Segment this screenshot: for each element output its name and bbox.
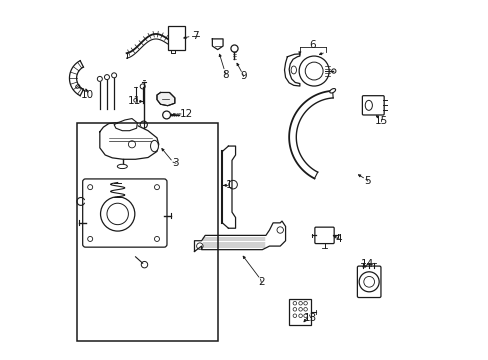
FancyBboxPatch shape	[357, 266, 380, 297]
Text: 2: 2	[258, 277, 264, 287]
Text: 7: 7	[191, 31, 198, 41]
Ellipse shape	[329, 89, 335, 93]
Bar	[288, 299, 311, 325]
Ellipse shape	[117, 164, 127, 168]
Bar	[167, 26, 184, 50]
Text: 6: 6	[308, 40, 315, 50]
Text: 8: 8	[222, 69, 229, 80]
Text: 4: 4	[335, 234, 342, 244]
Text: 3: 3	[172, 158, 179, 168]
Text: 11: 11	[127, 96, 141, 107]
Polygon shape	[157, 93, 175, 106]
Polygon shape	[100, 122, 159, 159]
Ellipse shape	[365, 100, 372, 111]
Polygon shape	[212, 39, 223, 50]
Polygon shape	[194, 221, 285, 251]
FancyBboxPatch shape	[362, 96, 384, 115]
Text: 10: 10	[81, 90, 94, 100]
FancyBboxPatch shape	[314, 227, 333, 244]
Text: 14: 14	[360, 259, 374, 269]
Text: 13: 13	[304, 312, 317, 323]
Text: 12: 12	[180, 109, 193, 119]
Text: 1: 1	[226, 180, 232, 190]
Polygon shape	[284, 54, 299, 86]
FancyBboxPatch shape	[82, 179, 166, 247]
Text: 9: 9	[240, 71, 246, 81]
Text: 5: 5	[364, 176, 370, 186]
Bar	[77, 123, 217, 341]
Polygon shape	[114, 118, 137, 131]
Ellipse shape	[290, 66, 296, 74]
Ellipse shape	[150, 140, 158, 152]
Text: 15: 15	[374, 116, 387, 126]
